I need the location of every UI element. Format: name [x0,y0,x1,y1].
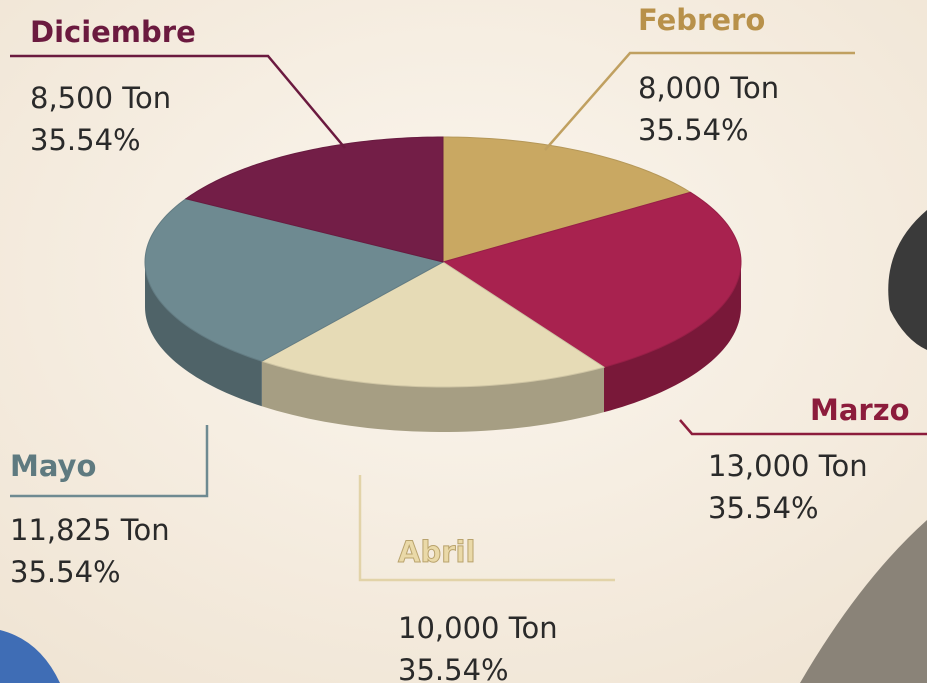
pie-slice [441,191,742,368]
leader-line [544,51,855,151]
percentage-label: 35.54% [398,653,509,683]
percentage-label: 35.54% [10,555,121,589]
leader-line [10,54,346,149]
pie-side [145,262,262,407]
photo-decoration [888,210,927,350]
value-label: 11,825 Ton [10,513,170,547]
leader-line [358,475,615,582]
category-label: Marzo [810,393,910,427]
leader-line [10,425,209,498]
pie [144,136,742,432]
labels: Febrero 8,000 Ton 35.54% Marzo 13,000 Ton 35.… [10,3,927,683]
percentage-label: 35.54% [708,491,819,525]
corner-decoration [0,630,60,683]
photo-decoration [800,520,927,683]
value-label: 8,000 Ton [638,71,779,105]
percentage-label: 35.54% [638,113,749,147]
pie-side [604,262,741,413]
pie-slice [184,136,444,263]
category-label: Febrero [638,3,765,37]
pie-slice [144,198,445,362]
leader-line [679,419,927,436]
value-label: 13,000 Ton [708,449,868,483]
value-label: 8,500 Ton [30,81,171,115]
category-label: Abril [398,535,475,569]
pie-slice [442,136,692,263]
percentage-label: 35.54% [30,123,141,157]
pie-slice [260,261,606,388]
pie-side [261,361,605,432]
category-label: Diciembre [30,15,196,49]
category-label: Mayo [10,449,96,483]
value-label: 10,000 Ton [398,611,558,645]
